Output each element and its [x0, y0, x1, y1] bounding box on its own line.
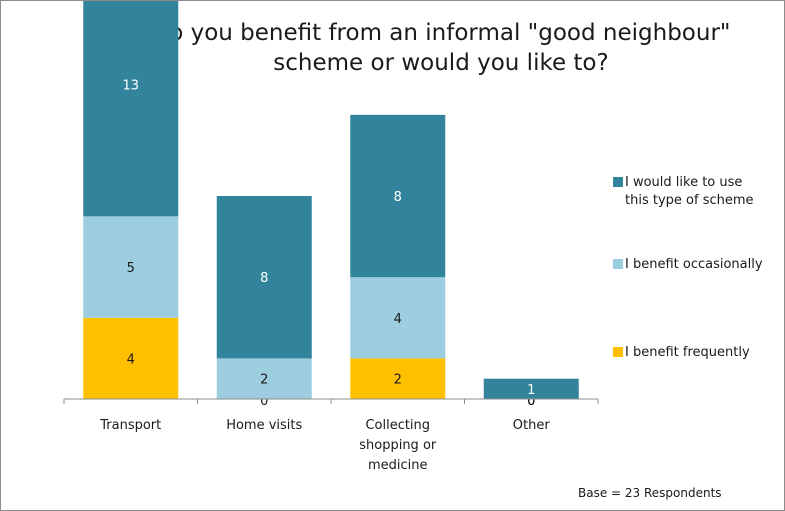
base-note: Base = 23 Respondents [578, 486, 722, 500]
bar-1-series-1 [216, 358, 312, 399]
data-label-3-series-1: 0 [527, 394, 535, 409]
data-label-3-series-2: 1 [527, 383, 535, 398]
category-label-1-line-0: Home visits [226, 418, 302, 433]
bar-1-series-2 [216, 196, 312, 359]
data-label-1-series-0: 0 [260, 394, 268, 409]
data-label-1-series-2: 8 [260, 271, 268, 286]
category-label-2-line-0: Collecting [365, 418, 430, 433]
category-label-2-line-1: shopping or [359, 438, 437, 453]
category-label-2-line-2: medicine [368, 458, 428, 473]
legend-label-frequently: I benefit frequently [625, 345, 750, 360]
legend-swatch-would-like [613, 177, 623, 187]
category-label-3-line-0: Other [513, 418, 551, 433]
data-label-1-series-1: 2 [260, 373, 268, 388]
bar-2-series-1 [350, 277, 446, 359]
data-label-2-series-1: 4 [394, 312, 402, 327]
data-label-3-series-0: 0 [527, 394, 535, 409]
chart-title: Do you benefit from an informal "good ne… [71, 18, 784, 78]
bar-0-series-1 [83, 216, 179, 318]
bar-0-series-0 [83, 317, 179, 399]
chart-title-line-2: scheme or would you like to? [273, 50, 609, 76]
bar-3-series-2 [483, 378, 579, 399]
chart-title-line-1: Do you benefit from an informal "good ne… [151, 20, 731, 46]
data-label-0-series-0: 4 [127, 352, 135, 367]
data-label-0-series-2: 13 [122, 78, 139, 93]
legend-label-would-like-line-2: this type of scheme [625, 193, 754, 208]
data-label-2-series-0: 2 [394, 373, 402, 388]
bar-2-series-2 [350, 114, 446, 278]
legend-swatch-occasionally [613, 259, 623, 269]
bar-2-series-0 [350, 358, 446, 399]
legend-swatch-frequently [613, 347, 623, 357]
category-label-0-line-0: Transport [99, 418, 161, 433]
legend-label-would-like-line-1: I would like to use [625, 175, 743, 190]
bar-0-series-2 [83, 1, 179, 217]
data-label-0-series-1: 5 [127, 261, 135, 276]
legend-label-occasionally: I benefit occasionally [625, 257, 763, 272]
data-label-2-series-2: 8 [394, 190, 402, 205]
